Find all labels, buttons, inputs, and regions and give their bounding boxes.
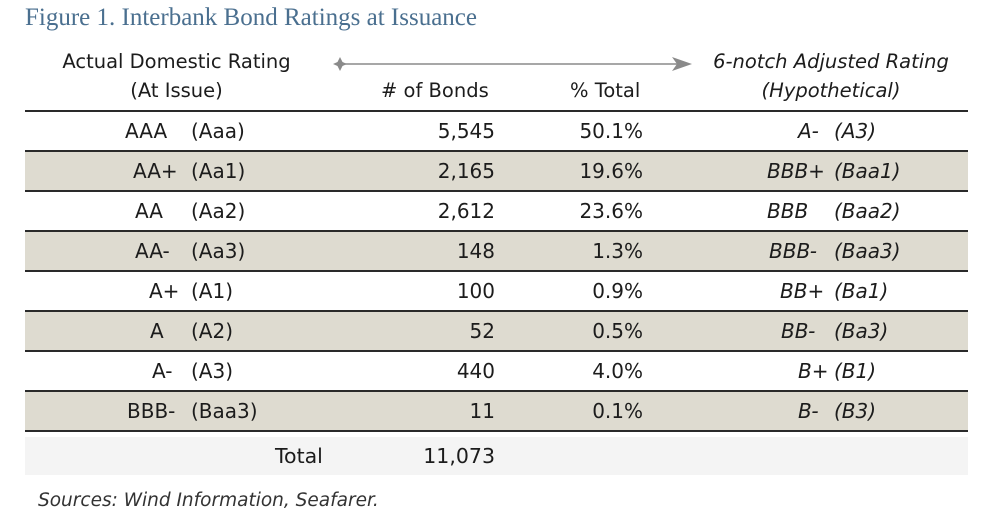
bond-count: 5,545 [437, 119, 495, 143]
pct-total: 4.0% [592, 359, 643, 383]
adjusted-moody: (B3) [834, 399, 877, 423]
bond-count: 2,612 [437, 199, 495, 223]
domestic-code: BBB- [127, 399, 176, 423]
domestic-moody: (A1) [191, 279, 234, 303]
domestic-moody: (A2) [191, 319, 234, 343]
table-row: A (A2) 52 0.5% BB- (Ba3) [25, 312, 968, 352]
domestic-moody: (Aa1) [191, 159, 246, 183]
adjusted-moody: (Ba1) [834, 279, 889, 303]
adjusted-moody: (Baa2) [834, 199, 901, 223]
adjusted-code: B- [798, 399, 819, 423]
figure-title: Figure 1. Interbank Bond Ratings at Issu… [25, 4, 477, 31]
domestic-code: AA [135, 199, 163, 223]
domestic-code: AA- [135, 239, 170, 263]
conversion-arrow-icon [333, 57, 692, 71]
table-row: A- (A3) 440 4.0% B+ (B1) [25, 352, 968, 392]
adjusted-code: BB+ [780, 279, 825, 303]
bond-count: 2,165 [437, 159, 495, 183]
domestic-moody: (Aa3) [191, 239, 246, 263]
header-rule [25, 110, 968, 112]
domestic-code: AA+ [133, 159, 178, 183]
table-row: A+ (A1) 100 0.9% BB+ (Ba1) [25, 272, 968, 312]
adjusted-code: BBB+ [767, 159, 825, 183]
table-row: AAA (Aaa) 5,545 50.1% A- (A3) [25, 112, 968, 152]
header-bonds: # of Bonds [381, 79, 489, 102]
bond-count: 11 [469, 399, 495, 423]
adjusted-code: B+ [798, 359, 829, 383]
domestic-code: A+ [149, 279, 180, 303]
pct-total: 0.9% [592, 279, 643, 303]
bond-count: 148 [456, 239, 495, 263]
adjusted-code: A- [798, 119, 819, 143]
adjusted-moody: (B1) [834, 359, 877, 383]
domestic-code: A [150, 319, 164, 343]
domestic-moody: (Aaa) [191, 119, 245, 143]
header-domestic-subtitle: (At Issue) [130, 79, 223, 102]
domestic-moody: (A3) [191, 359, 234, 383]
pct-total: 19.6% [579, 159, 643, 183]
header-adjusted-subtitle: (Hypothetical) [761, 79, 901, 102]
table-row: AA (Aa2) 2,612 23.6% BBB (Baa2) [25, 192, 968, 232]
adjusted-code: BBB [767, 199, 809, 223]
bond-count: 440 [456, 359, 495, 383]
adjusted-moody: (A3) [834, 119, 877, 143]
pct-total: 23.6% [579, 199, 643, 223]
bond-count: 52 [469, 319, 495, 343]
adjusted-moody: (Ba3) [834, 319, 889, 343]
adjusted-moody: (Baa1) [834, 159, 901, 183]
source-note: Sources: Wind Information, Seafarer. [38, 490, 379, 511]
pct-total: 0.5% [592, 319, 643, 343]
table-row: BBB- (Baa3) 11 0.1% B- (B3) [25, 392, 968, 432]
adjusted-moody: (Baa3) [834, 239, 901, 263]
domestic-moody: (Aa2) [191, 199, 246, 223]
domestic-code: AAA [125, 119, 168, 143]
domestic-moody: (Baa3) [191, 399, 258, 423]
header-domestic-rating: Actual Domestic Rating [62, 50, 291, 73]
domestic-code: A- [152, 359, 173, 383]
total-value: 11,073 [423, 444, 495, 468]
bond-count: 100 [456, 279, 495, 303]
header-adjusted-rating: 6-notch Adjusted Rating [713, 50, 949, 73]
table-row: AA+ (Aa1) 2,165 19.6% BBB+ (Baa1) [25, 152, 968, 192]
total-row: Total 11,073 [25, 437, 968, 475]
table-row: AA- (Aa3) 148 1.3% BBB- (Baa3) [25, 232, 968, 272]
header-pct-total: % Total [570, 79, 641, 102]
adjusted-code: BB- [781, 319, 816, 343]
pct-total: 1.3% [592, 239, 643, 263]
total-label: Total [275, 444, 323, 468]
pct-total: 0.1% [592, 399, 643, 423]
pct-total: 50.1% [579, 119, 643, 143]
adjusted-code: BBB- [769, 239, 818, 263]
